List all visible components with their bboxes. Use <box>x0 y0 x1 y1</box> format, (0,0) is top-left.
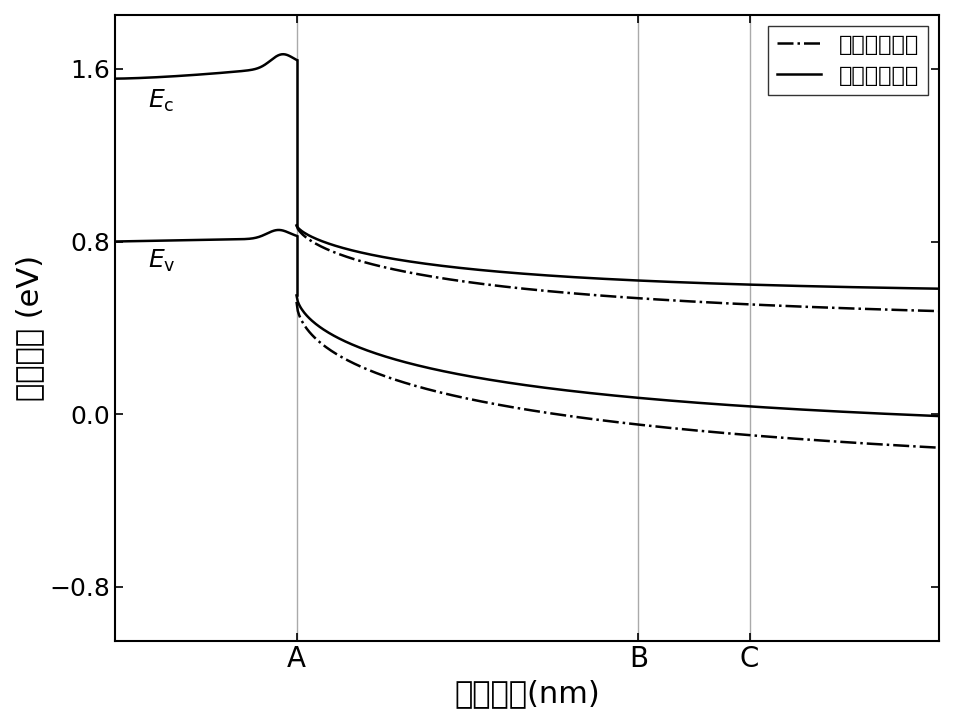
Legend: 未应用本发明, 已应用本发明: 未应用本发明, 已应用本发明 <box>767 26 927 95</box>
Text: $E_\mathrm{v}$: $E_\mathrm{v}$ <box>148 247 175 273</box>
Text: $E_\mathrm{c}$: $E_\mathrm{c}$ <box>148 87 174 114</box>
X-axis label: 剖线长度(nm): 剖线长度(nm) <box>454 679 599 708</box>
Y-axis label: 能带能量 (eV): 能带能量 (eV) <box>15 254 44 401</box>
